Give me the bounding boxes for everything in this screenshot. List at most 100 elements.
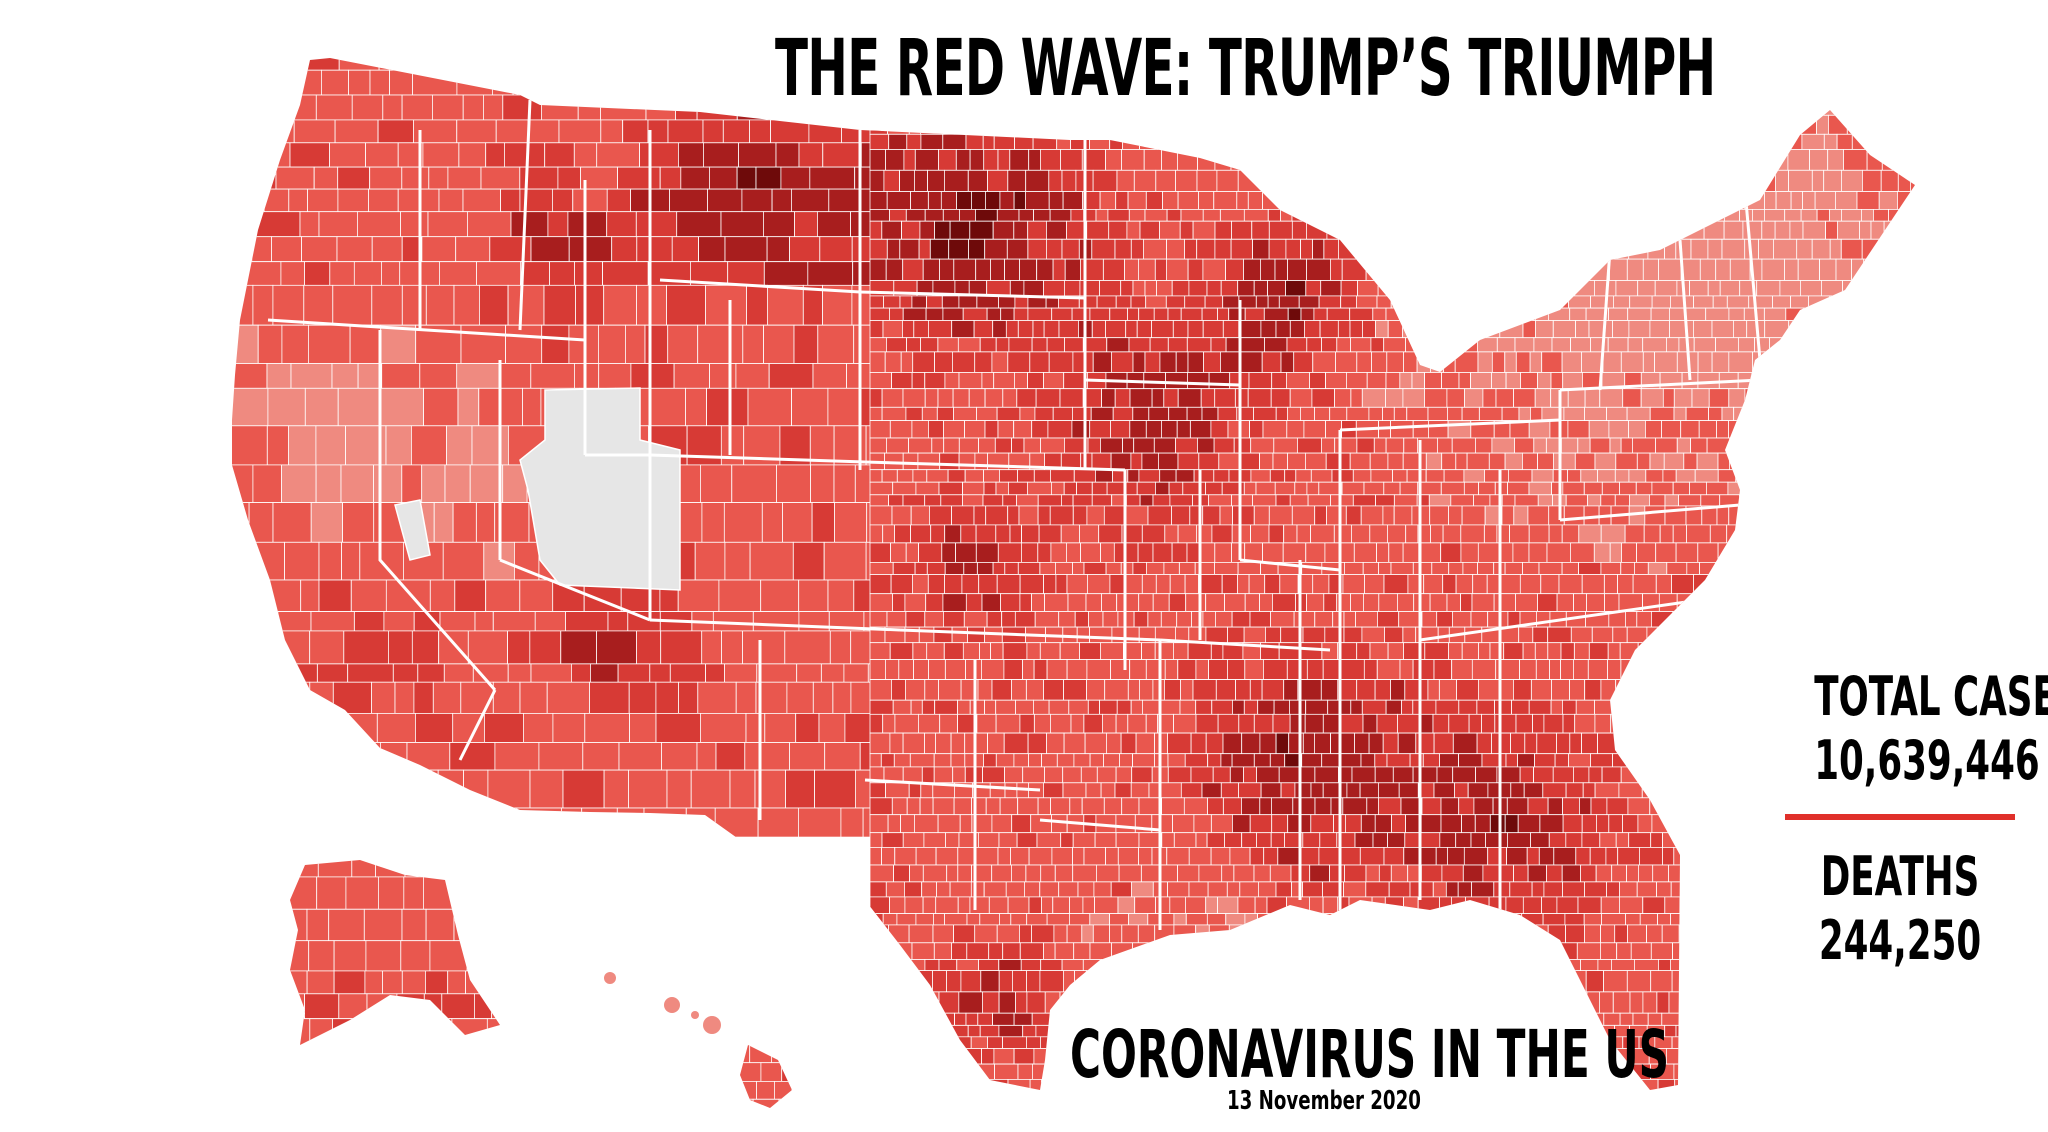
county-cell <box>1253 505 1270 526</box>
county-cell <box>1348 991 1366 1014</box>
county-cell <box>1453 970 1472 993</box>
county-cell <box>1477 337 1498 353</box>
county-cell <box>1871 100 1888 116</box>
county-cell <box>1653 659 1667 680</box>
total-cases-label: TOTAL CASES <box>1814 665 2048 728</box>
county-cell <box>1297 437 1322 454</box>
county-cell <box>984 699 997 715</box>
county-cell <box>1096 864 1120 883</box>
county-cell <box>1921 259 1933 280</box>
county-cell <box>1715 337 1739 353</box>
county-cell <box>1260 782 1282 799</box>
county-cell <box>1430 524 1444 544</box>
county-cell <box>1702 924 1717 944</box>
county-cell <box>1446 593 1462 612</box>
county-cell <box>892 970 917 993</box>
county-cell <box>1718 797 1732 816</box>
county-cell <box>696 94 738 121</box>
county-cell <box>996 208 1020 222</box>
county-cell <box>1429 505 1450 526</box>
county-cell <box>1390 420 1414 439</box>
county-cell <box>798 807 842 838</box>
county-cell <box>1779 406 1800 421</box>
county-cell <box>994 437 1012 454</box>
county-cell <box>767 284 804 326</box>
county-cell <box>290 993 306 1019</box>
county-cell <box>371 236 403 262</box>
county-cell <box>880 753 895 768</box>
county-cell <box>1674 1079 1690 1090</box>
county-cell <box>1561 864 1581 883</box>
county-cell <box>1321 437 1336 454</box>
county-cell <box>1883 562 1901 575</box>
county-cell <box>869 149 886 171</box>
county-cell <box>1746 847 1760 866</box>
county-cell <box>1540 574 1560 595</box>
county-cell <box>1590 753 1614 768</box>
county-cell <box>1549 114 1567 135</box>
county-cell <box>1537 494 1553 507</box>
county-cell <box>1110 420 1131 439</box>
county-cell <box>1392 208 1413 222</box>
county-cell <box>636 630 662 665</box>
county-cell <box>1705 699 1721 715</box>
county-cell <box>1658 959 1671 972</box>
county-cell <box>1827 1063 1849 1080</box>
county-cell <box>933 913 946 926</box>
county-cell <box>1056 133 1071 151</box>
county-cell <box>966 942 990 960</box>
county-cell <box>888 133 908 151</box>
county-cell <box>1880 1036 1898 1049</box>
county-cell <box>1213 191 1238 210</box>
county-cell <box>1043 942 1056 960</box>
county-cell <box>1703 1048 1728 1065</box>
county-cell <box>1433 149 1452 171</box>
county-cell <box>1458 699 1478 715</box>
county-cell <box>1132 753 1156 768</box>
county-cell <box>1401 699 1414 715</box>
county-cell <box>1543 881 1563 898</box>
county-cell <box>1405 524 1419 544</box>
county-cell <box>1009 524 1022 544</box>
county-cell <box>1202 505 1221 526</box>
county-cell <box>1462 864 1484 883</box>
county-cell <box>1575 847 1591 866</box>
county-cell <box>1742 1063 1763 1080</box>
county-cell <box>998 832 1018 848</box>
county-cell <box>401 94 433 121</box>
county-cell <box>303 284 334 326</box>
county-cell <box>1313 307 1328 321</box>
county-cell <box>1554 753 1569 768</box>
county-cell <box>913 659 929 680</box>
county-cell <box>1106 337 1130 353</box>
county-cell <box>1509 524 1530 544</box>
county-cell <box>1069 913 1091 926</box>
county-cell <box>428 166 449 190</box>
county-cell <box>1390 295 1410 309</box>
county-cell <box>1072 562 1085 575</box>
county-cell <box>1228 924 1253 944</box>
county-cell <box>1478 481 1496 496</box>
county-cell <box>1264 959 1284 972</box>
county-cell <box>944 524 962 544</box>
county-cell <box>1726 766 1741 784</box>
county-cell <box>1561 524 1580 544</box>
county-cell <box>329 769 361 809</box>
county-cell <box>1893 524 1906 544</box>
county-cell <box>1914 420 1915 439</box>
county-cell <box>1241 832 1257 848</box>
county-cell <box>232 119 269 144</box>
county-cell <box>1482 191 1501 210</box>
county-cell <box>1186 406 1203 421</box>
county-cell <box>1823 169 1842 192</box>
county-cell <box>1144 208 1168 222</box>
county-cell <box>1305 280 1322 297</box>
county-cell <box>709 363 737 389</box>
county-cell <box>1387 959 1410 972</box>
county-cell <box>288 188 308 213</box>
county-cell <box>1666 797 1687 816</box>
county-cell <box>983 881 1007 898</box>
county-cell <box>869 970 894 993</box>
county-cell <box>1390 562 1414 575</box>
county-cell <box>1443 991 1459 1014</box>
